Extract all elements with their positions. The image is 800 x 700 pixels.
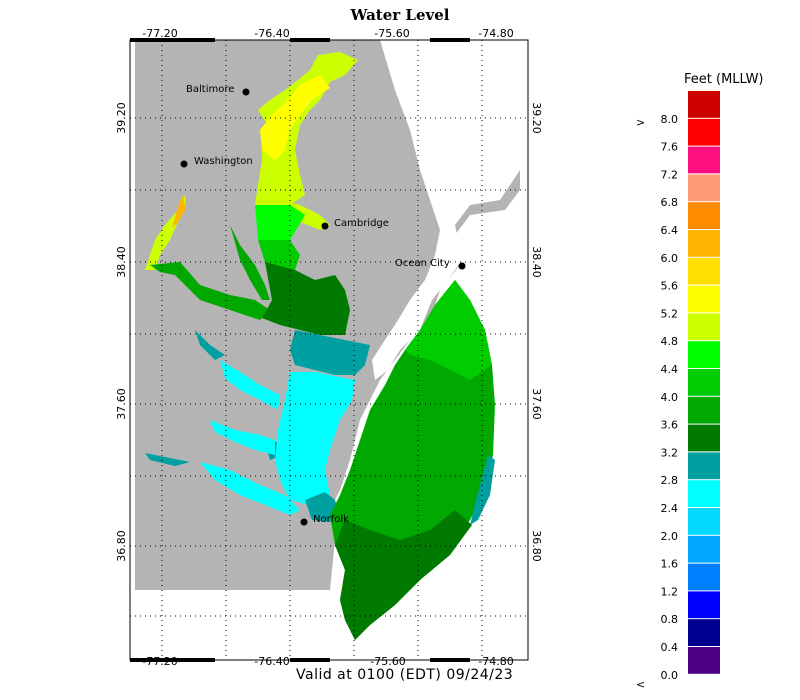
legend-swatch xyxy=(688,257,720,285)
map-title: Water Level xyxy=(350,6,450,24)
legend-label: 3.6 xyxy=(661,419,679,432)
city-marker-ocean-city xyxy=(458,262,466,270)
legend-label: 1.2 xyxy=(661,585,679,598)
city-marker-baltimore xyxy=(242,88,250,96)
city-label-baltimore: Baltimore xyxy=(186,84,234,95)
legend-upper-marker: > xyxy=(636,116,645,129)
lon-label-bottom-4: -74.80 xyxy=(478,655,513,668)
frame-ticks xyxy=(130,38,470,662)
lon-label-top-2: -76.40 xyxy=(254,27,289,40)
city-label-ocean-city: Ocean City xyxy=(395,258,450,269)
lat-label-right-4: 36.80 xyxy=(530,530,543,562)
legend-label: 2.0 xyxy=(661,530,679,543)
lon-label-bottom-3: -75.60 xyxy=(370,655,405,668)
city-marker-washington xyxy=(180,160,188,168)
legend-swatch xyxy=(688,369,720,396)
legend-swatch xyxy=(688,535,720,563)
legend-label: 8.0 xyxy=(661,113,679,126)
legend-swatch xyxy=(688,508,720,535)
lat-label-left-1: 39.20 xyxy=(115,102,128,134)
city-marker-cambridge xyxy=(321,222,329,230)
legend-label: 0.0 xyxy=(661,669,679,682)
legend-swatch xyxy=(688,230,720,257)
legend-swatch xyxy=(688,146,720,174)
legend-swatch xyxy=(688,341,720,368)
legend-label: 6.8 xyxy=(661,196,679,209)
longitude-labels: -77.20 -76.40 -75.60 -74.80 -77.20 -76.4… xyxy=(142,27,513,668)
valid-time-text: Valid at 0100 (EDT) 09/24/23 xyxy=(296,667,514,683)
lon-label-top-3: -75.60 xyxy=(374,27,409,40)
legend-label: 6.4 xyxy=(661,224,679,237)
lon-label-top-1: -77.20 xyxy=(142,27,177,40)
legend-swatch xyxy=(688,118,720,146)
lat-label-right-1: 39.20 xyxy=(530,102,543,134)
legend-lower-marker: < xyxy=(636,678,645,691)
legend-swatch xyxy=(688,563,720,591)
graticule xyxy=(130,40,528,660)
legend-label: 2.4 xyxy=(661,502,679,515)
legend-label: 0.8 xyxy=(661,613,679,626)
legend-label: 4.8 xyxy=(661,335,679,348)
legend-swatch xyxy=(688,285,720,313)
legend-label: 7.2 xyxy=(661,168,679,181)
cities: Baltimore Washington Cambridge Ocean Cit… xyxy=(180,84,466,526)
color-legend: 8.0 7.6 7.2 6.8 6.4 6.0 5.6 5.2 4.8 4.4 4.0 3.6 3.2 2… xyxy=(661,91,720,682)
legend-label: 7.6 xyxy=(661,141,679,154)
lat-label-left-2: 38.40 xyxy=(115,246,128,278)
legend-label: 4.4 xyxy=(661,363,679,376)
legend-swatch xyxy=(688,647,720,674)
legend-swatch xyxy=(688,174,720,202)
lon-label-top-4: -74.80 xyxy=(478,27,513,40)
lat-label-left-4: 36.80 xyxy=(115,530,128,562)
legend-label: 3.2 xyxy=(661,446,679,459)
legend-swatch xyxy=(688,424,720,452)
legend-label: 1.6 xyxy=(661,558,679,571)
legend-swatch xyxy=(688,591,720,619)
legend-swatch xyxy=(688,396,720,424)
bay-lower xyxy=(200,360,355,515)
city-label-cambridge: Cambridge xyxy=(334,218,389,229)
lat-label-right-3: 37.60 xyxy=(530,388,543,420)
legend-label: 6.0 xyxy=(661,252,679,265)
legend-label: 5.2 xyxy=(661,307,679,320)
legend-label: 4.0 xyxy=(661,391,679,404)
legend-swatch xyxy=(688,313,720,341)
legend-swatch xyxy=(688,91,720,118)
city-marker-norfolk xyxy=(300,518,308,526)
city-label-washington: Washington xyxy=(194,156,253,167)
legend-label: 5.6 xyxy=(661,280,679,293)
latitude-labels: 39.20 38.40 37.60 36.80 39.20 38.40 37.6… xyxy=(115,102,543,562)
lat-label-right-2: 38.40 xyxy=(530,246,543,278)
legend-swatch xyxy=(688,452,720,480)
legend-title: Feet (MLLW) xyxy=(684,72,764,87)
legend-label: 2.8 xyxy=(661,474,679,487)
lon-label-bottom-1: -77.20 xyxy=(142,655,177,668)
legend-swatch xyxy=(688,619,720,646)
legend-swatch xyxy=(688,202,720,229)
city-label-norfolk: Norfolk xyxy=(313,514,349,525)
lon-label-bottom-2: -76.40 xyxy=(254,655,289,668)
legend-label: 0.4 xyxy=(661,641,679,654)
legend-swatch xyxy=(688,480,720,507)
lat-label-left-3: 37.60 xyxy=(115,388,128,420)
